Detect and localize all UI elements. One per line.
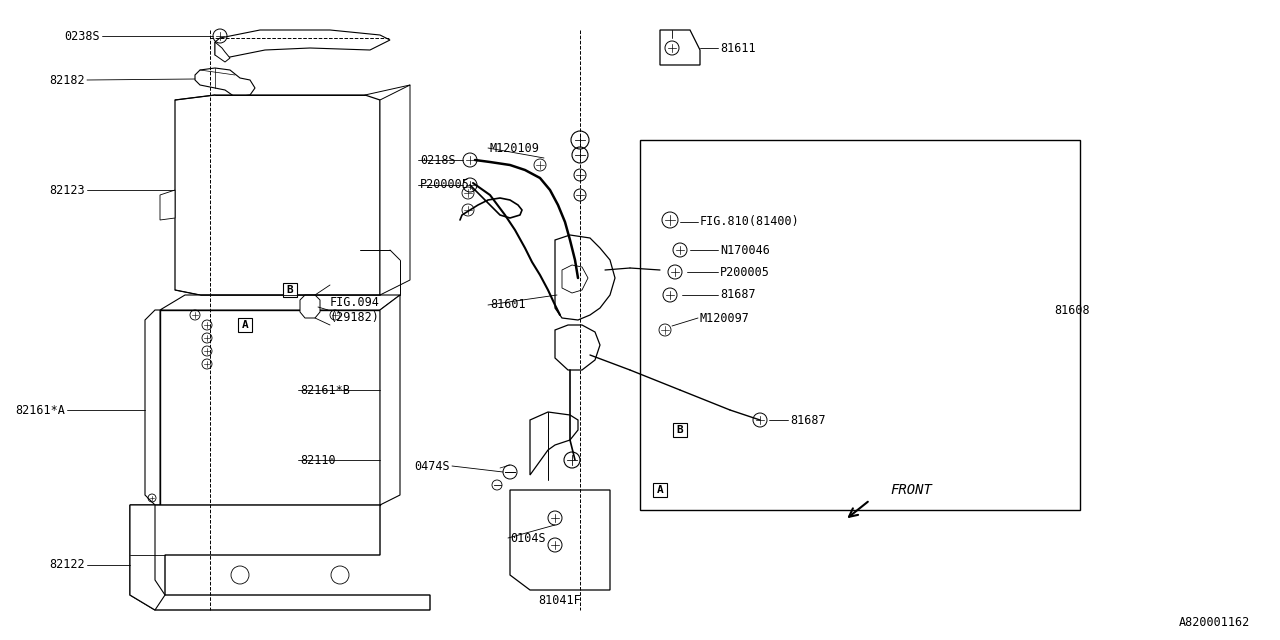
Polygon shape <box>509 490 611 590</box>
Polygon shape <box>380 295 399 505</box>
Bar <box>673 423 687 437</box>
Text: 81041F: 81041F <box>539 593 581 607</box>
Polygon shape <box>660 30 700 65</box>
Bar <box>160 310 380 505</box>
Text: M120097: M120097 <box>700 312 750 324</box>
Text: 82123: 82123 <box>50 184 84 196</box>
Text: N170046: N170046 <box>719 243 769 257</box>
Polygon shape <box>131 505 165 610</box>
Text: 81687: 81687 <box>719 289 755 301</box>
Polygon shape <box>215 30 390 58</box>
Polygon shape <box>145 310 160 505</box>
Text: 81611: 81611 <box>719 42 755 54</box>
Polygon shape <box>300 295 320 318</box>
Polygon shape <box>160 295 399 310</box>
Text: 81608: 81608 <box>1055 303 1091 317</box>
Text: 82182: 82182 <box>50 74 84 86</box>
Text: 0474S: 0474S <box>415 460 451 472</box>
Text: P200005: P200005 <box>719 266 769 278</box>
Text: B: B <box>677 425 684 435</box>
Text: FIG.094: FIG.094 <box>330 296 380 310</box>
Polygon shape <box>556 235 614 320</box>
Polygon shape <box>175 95 380 295</box>
Text: 0238S: 0238S <box>64 29 100 42</box>
Text: M120109: M120109 <box>490 141 540 154</box>
Text: B: B <box>287 285 293 295</box>
Bar <box>640 140 1080 510</box>
Text: P200005: P200005 <box>420 179 470 191</box>
Bar <box>653 483 667 497</box>
Polygon shape <box>195 68 255 97</box>
Bar <box>238 318 252 332</box>
Text: 82161*A: 82161*A <box>15 403 65 417</box>
Text: A: A <box>242 320 248 330</box>
Polygon shape <box>131 505 430 610</box>
Text: 0104S: 0104S <box>509 531 545 545</box>
Text: A820001162: A820001162 <box>1179 616 1251 628</box>
Text: 0218S: 0218S <box>420 154 456 166</box>
Text: 82122: 82122 <box>50 559 84 572</box>
Text: A: A <box>657 485 663 495</box>
Text: 82161*B: 82161*B <box>300 383 349 397</box>
Polygon shape <box>380 85 410 295</box>
Bar <box>283 283 297 297</box>
Text: (29182): (29182) <box>330 312 380 324</box>
Text: FRONT: FRONT <box>890 483 932 497</box>
Polygon shape <box>556 325 600 370</box>
Text: 82110: 82110 <box>300 454 335 467</box>
Polygon shape <box>160 190 175 220</box>
Text: 81687: 81687 <box>790 413 826 426</box>
Text: FIG.810(81400): FIG.810(81400) <box>700 216 800 228</box>
Polygon shape <box>215 42 230 62</box>
Polygon shape <box>530 412 579 475</box>
Text: 81601: 81601 <box>490 298 526 312</box>
Polygon shape <box>562 265 588 293</box>
